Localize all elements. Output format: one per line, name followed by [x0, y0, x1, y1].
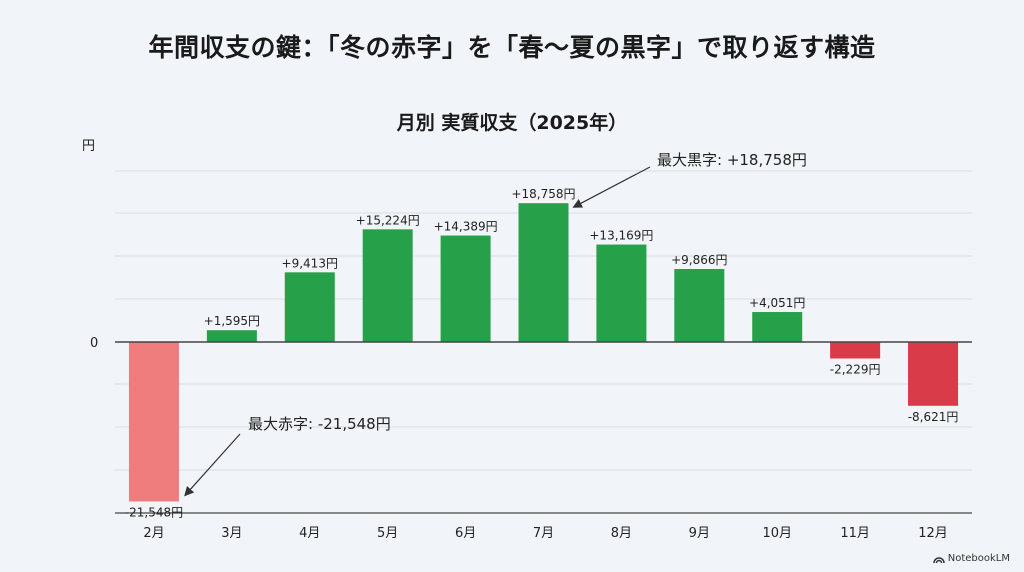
max-surplus-annotation: 最大黒字: +18,758円 — [657, 151, 807, 169]
x-tick-label: 7月 — [533, 526, 554, 541]
data-label: +1,595円 — [204, 314, 260, 328]
x-tick-label: 5月 — [377, 526, 398, 541]
x-tick-label: 3月 — [221, 526, 242, 541]
bar-3月 — [206, 330, 257, 342]
bar-9月 — [674, 268, 725, 342]
x-tick-label: 4月 — [299, 526, 320, 541]
x-tick-label: 6月 — [455, 526, 476, 541]
x-tick-label: 12月 — [918, 526, 948, 541]
bar-2月 — [128, 342, 179, 502]
data-label: -21,548円 — [125, 505, 183, 519]
data-label: +4,051円 — [749, 296, 805, 310]
chart-title: 月別 実質収支（2025年） — [396, 112, 628, 134]
bar-8月 — [596, 244, 647, 342]
max-deficit-arrow — [184, 433, 241, 497]
max-surplus-arrow — [572, 166, 651, 208]
max-deficit-annotation: 最大赤字: -21,548円 — [248, 415, 391, 433]
bar-7月 — [518, 203, 569, 342]
bar-11月 — [830, 342, 881, 359]
x-tick-label: 8月 — [611, 526, 632, 541]
data-label: +15,224円 — [356, 213, 420, 227]
bar-5月 — [362, 229, 413, 342]
x-tick-label: 10月 — [762, 526, 792, 541]
data-label: -2,229円 — [830, 362, 881, 376]
notebooklm-logo-icon — [933, 557, 945, 563]
bar-12月 — [908, 342, 959, 406]
notebooklm-logo: NotebookLM — [933, 553, 1010, 564]
page-title: 年間収支の鍵：「冬の赤字」を「春〜夏の黒字」で取り返す構造 — [148, 33, 876, 62]
bar-6月 — [440, 235, 491, 342]
bar-4月 — [284, 272, 335, 342]
x-tick-label: 2月 — [143, 526, 164, 541]
y-axis-label: 円 — [82, 139, 95, 154]
x-tick-label: 9月 — [689, 526, 710, 541]
bar-10月 — [752, 312, 803, 342]
data-label: +18,758円 — [511, 187, 575, 201]
x-tick-label: 11月 — [840, 526, 870, 541]
data-label: +9,866円 — [671, 253, 727, 267]
logo-text: NotebookLM — [947, 553, 1010, 564]
data-label: -8,621円 — [908, 410, 959, 424]
data-label: +9,413円 — [282, 256, 338, 270]
y-tick-zero: 0 — [90, 336, 98, 351]
data-label: +14,389円 — [434, 220, 498, 234]
data-label: +13,169円 — [589, 229, 653, 243]
